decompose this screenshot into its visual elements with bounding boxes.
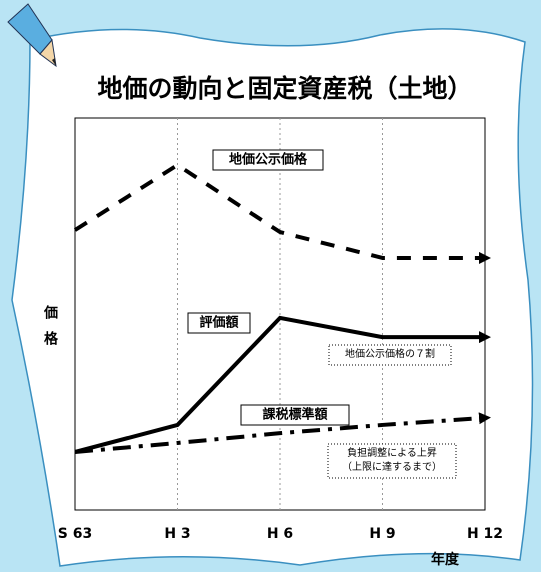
- series-label: 課税標準額: [262, 407, 327, 423]
- series-label: 評価額: [199, 315, 238, 331]
- x-tick-label: H 12: [467, 526, 503, 542]
- series-line: [74, 412, 491, 454]
- annotation: 地価公示価格の７割: [345, 347, 435, 360]
- x-tick-label: S 63: [58, 526, 92, 542]
- x-tick-label: H 9: [369, 526, 395, 542]
- series-label-box: [212, 149, 324, 171]
- x-tick-label: H 3: [164, 526, 190, 542]
- annotation-box: [328, 344, 452, 366]
- x-tick-label: H 6: [267, 526, 293, 542]
- annotation: 負担調整による上昇: [347, 446, 437, 459]
- series-line: [73, 162, 491, 264]
- x-axis-label: 年度: [431, 551, 460, 568]
- chart-title: 地価の動向と固定資産税（土地）: [97, 74, 472, 103]
- series-label: 地価公示価格: [229, 152, 308, 168]
- series-line: [74, 315, 491, 454]
- series-label-box: [187, 312, 251, 334]
- series-label-box: [240, 404, 350, 426]
- pencil-icon: [7, 3, 57, 68]
- annotation-box: [327, 443, 457, 479]
- annotation: （上限に達するまで）: [342, 461, 442, 473]
- y-axis-label: 価格: [42, 304, 59, 357]
